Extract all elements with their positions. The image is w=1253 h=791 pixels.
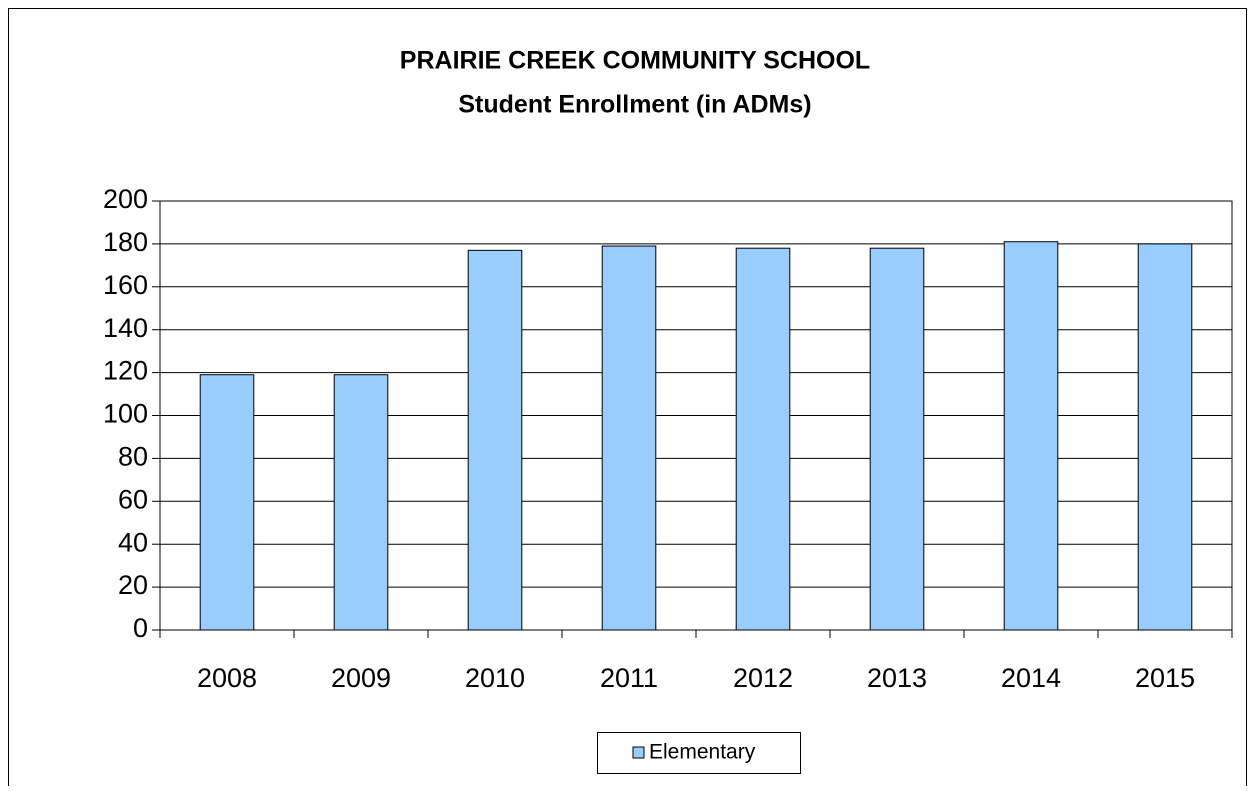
- x-tick-label: 2008: [197, 663, 257, 693]
- y-tick-label: 200: [103, 184, 148, 214]
- x-tick-label: 2010: [465, 663, 525, 693]
- y-tick-label: 160: [103, 270, 148, 300]
- y-tick-label: 0: [133, 613, 148, 643]
- bar: [467, 249, 523, 631]
- bar: [601, 245, 657, 631]
- x-tick-label: 2009: [331, 663, 391, 693]
- y-tick-label: 60: [118, 484, 148, 514]
- x-tick-label: 2013: [867, 663, 927, 693]
- y-tick-label: 40: [118, 527, 148, 557]
- x-tick-label: 2012: [733, 663, 793, 693]
- y-tick-label: 100: [103, 399, 148, 429]
- chart-subtitle: Student Enrollment (in ADMs): [458, 91, 811, 119]
- x-tick-label: 2011: [600, 663, 658, 693]
- bar: [199, 374, 255, 631]
- bar: [869, 247, 925, 631]
- x-tick-label: 2014: [1001, 663, 1061, 693]
- y-tick-label: 80: [118, 442, 148, 472]
- bar: [735, 247, 791, 631]
- legend-box: [597, 732, 801, 774]
- bar: [333, 374, 389, 631]
- y-tick-label: 180: [103, 227, 148, 257]
- plot-area: [159, 200, 1233, 631]
- legend-label: Elementary: [649, 741, 756, 764]
- legend-swatch: [632, 746, 645, 759]
- y-tick-label: 120: [103, 356, 148, 386]
- y-tick-label: 140: [103, 313, 148, 343]
- bar: [1003, 241, 1059, 631]
- chart-title: PRAIRIE CREEK COMMUNITY SCHOOL: [400, 47, 870, 75]
- x-tick-label: 2015: [1135, 663, 1195, 693]
- bar: [1137, 243, 1193, 631]
- y-tick-label: 20: [118, 570, 148, 600]
